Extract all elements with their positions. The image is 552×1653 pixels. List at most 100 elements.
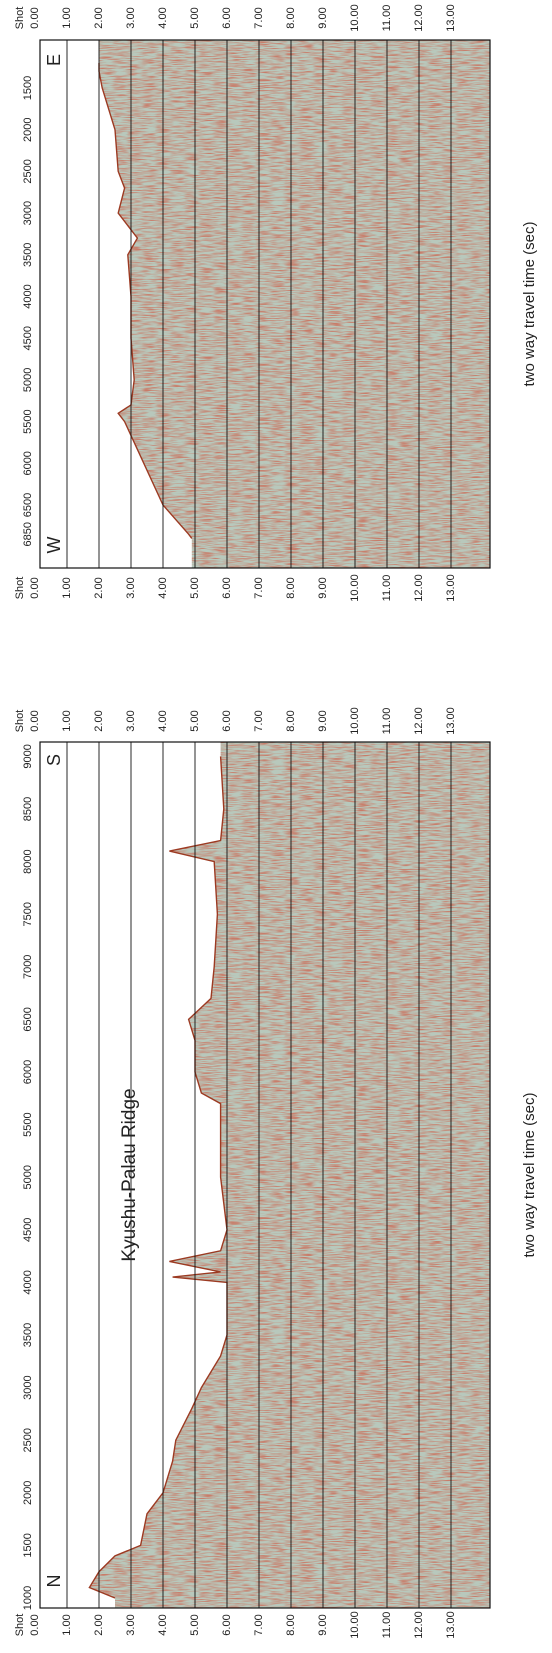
- time-tick-label: 11.00: [381, 5, 393, 32]
- time-tick-label: 12.00: [413, 1611, 425, 1639]
- time-tick-label: 1.00: [61, 7, 73, 28]
- time-tick-label: 2.00: [93, 1614, 105, 1635]
- shot-tick-label: 1000: [22, 1586, 34, 1610]
- time-tick-label: 2.00: [93, 710, 105, 731]
- direction-label: E: [44, 54, 64, 66]
- time-tick-label: 11.00: [381, 708, 393, 735]
- shot-label: Shot: [14, 577, 26, 600]
- time-tick-label: 10.00: [349, 574, 361, 602]
- time-axis-title: two way travel time (sec): [521, 1092, 538, 1257]
- time-tick-label: 0.00: [29, 1614, 41, 1635]
- time-tick-label: 11.00: [381, 575, 393, 602]
- direction-label: N: [44, 1575, 64, 1588]
- shot-tick-label: 6500: [22, 1007, 34, 1031]
- time-tick-label: 7.00: [253, 577, 265, 598]
- shot-tick-label: 2500: [22, 159, 34, 183]
- time-tick-label: 1.00: [61, 577, 73, 598]
- shot-tick-label: 2000: [22, 117, 34, 141]
- rotated-figure: 0.00 0.00 1.00 1.00 2.00 2.00 3.00 3.00 4.00 4.00…: [14, 4, 538, 1639]
- time-tick-label: 7.00: [253, 7, 265, 28]
- time-tick-label: 4.00: [157, 710, 169, 731]
- direction-label: W: [44, 537, 64, 554]
- shot-tick-label: 7000: [22, 955, 34, 979]
- time-tick-label: 7.00: [253, 1614, 265, 1635]
- shot-tick-label: 4500: [22, 326, 34, 350]
- panel: [38, 740, 490, 1610]
- shot-tick-label: 1500: [22, 1533, 34, 1557]
- shot-tick-label: 6850: [22, 522, 34, 546]
- time-tick-label: 8.00: [285, 710, 297, 731]
- time-tick-label: 4.00: [157, 577, 169, 598]
- shot-label: Shot: [14, 710, 26, 733]
- shot-tick-label: 2500: [22, 1428, 34, 1452]
- shot-tick-label: 3500: [22, 1323, 34, 1347]
- time-tick-label: 3.00: [125, 710, 137, 731]
- time-tick-label: 3.00: [125, 1614, 137, 1635]
- shot-tick-label: 3000: [22, 201, 34, 225]
- time-tick-label: 12.00: [413, 4, 425, 32]
- page: {"panels": [ {"shot_label": "Shot", "sho…: [0, 0, 552, 1653]
- shot-tick-label: 8500: [22, 797, 34, 821]
- shot-tick-label: 4000: [22, 1270, 34, 1294]
- shot-tick-label: 1500: [22, 76, 34, 100]
- time-tick-label: 10.00: [349, 707, 361, 735]
- shot-tick-label: 4000: [22, 284, 34, 308]
- time-tick-label: 4.00: [157, 7, 169, 28]
- time-tick-label: 6.00: [221, 7, 233, 28]
- time-tick-label: 6.00: [221, 710, 233, 731]
- time-tick-label: 7.00: [253, 710, 265, 731]
- time-tick-label: 2.00: [93, 577, 105, 598]
- shot-tick-label: 6500: [22, 493, 34, 517]
- time-tick-label: 1.00: [61, 1614, 73, 1635]
- shot-tick-label: 5500: [22, 409, 34, 433]
- time-tick-label: 13.00: [445, 1611, 457, 1639]
- panel: [38, 38, 490, 570]
- shot-tick-label: 5000: [22, 368, 34, 392]
- time-tick-label: 1.00: [61, 710, 73, 731]
- time-tick-label: 10.00: [349, 4, 361, 32]
- time-axis-title: two way travel time (sec): [521, 221, 538, 386]
- time-tick-label: 0.00: [29, 710, 41, 731]
- shot-tick-label: 2000: [22, 1481, 34, 1505]
- time-tick-label: 10.00: [349, 1611, 361, 1639]
- direction-label: S: [44, 754, 64, 766]
- time-tick-label: 4.00: [157, 1614, 169, 1635]
- time-tick-label: 9.00: [317, 577, 329, 598]
- time-tick-label: 9.00: [317, 7, 329, 28]
- time-tick-label: 5.00: [189, 710, 201, 731]
- time-tick-label: 11.00: [381, 1612, 393, 1639]
- time-tick-label: 8.00: [285, 7, 297, 28]
- time-tick-label: 5.00: [189, 7, 201, 28]
- time-tick-label: 2.00: [93, 7, 105, 28]
- time-tick-label: 13.00: [445, 4, 457, 32]
- time-tick-label: 5.00: [189, 1614, 201, 1635]
- time-tick-label: 5.00: [189, 577, 201, 598]
- shot-tick-label: 7500: [22, 902, 34, 926]
- shot-tick-label: 3000: [22, 1375, 34, 1399]
- shot-tick-label: 3500: [22, 243, 34, 267]
- shot-tick-label: 6000: [22, 451, 34, 475]
- time-tick-label: 3.00: [125, 7, 137, 28]
- seismic-figure: 0.00 0.00 1.00 1.00 2.00 2.00 3.00 3.00 4.00 4.00…: [0, 0, 552, 1653]
- shot-tick-label: 4500: [22, 1218, 34, 1242]
- shot-label: Shot: [14, 7, 26, 30]
- time-tick-label: 0.00: [29, 7, 41, 28]
- time-tick-label: 6.00: [221, 577, 233, 598]
- time-tick-label: 13.00: [445, 707, 457, 735]
- time-tick-label: 13.00: [445, 574, 457, 602]
- time-tick-label: 8.00: [285, 577, 297, 598]
- time-tick-label: 6.00: [221, 1614, 233, 1635]
- time-tick-label: 9.00: [317, 710, 329, 731]
- shot-tick-label: 9000: [22, 744, 34, 768]
- shot-tick-label: 6000: [22, 1060, 34, 1084]
- time-tick-label: 9.00: [317, 1614, 329, 1635]
- time-tick-label: 12.00: [413, 707, 425, 735]
- annotation: Kyushu-Palau Ridge: [119, 1088, 140, 1261]
- shot-tick-label: 5000: [22, 1165, 34, 1189]
- time-tick-label: 3.00: [125, 577, 137, 598]
- shot-label: Shot: [14, 1614, 26, 1637]
- time-tick-label: 8.00: [285, 1614, 297, 1635]
- shot-tick-label: 5500: [22, 1112, 34, 1136]
- time-tick-label: 0.00: [29, 577, 41, 598]
- time-tick-label: 12.00: [413, 574, 425, 602]
